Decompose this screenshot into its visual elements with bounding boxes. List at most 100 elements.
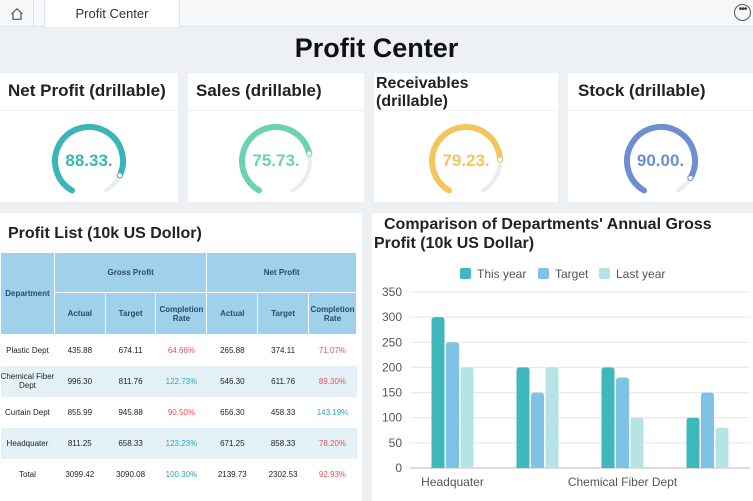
kpi-title: Stock (drillable): [578, 81, 706, 100]
cell-np-actual: 656.30: [206, 396, 258, 428]
profit-table: Department Gross Profit Net Profit Actua…: [0, 252, 358, 490]
cell-gp-rate: 90.50%: [155, 396, 207, 428]
cell-gp-rate: 122.73%: [155, 365, 207, 397]
cell-gp-actual: 435.88: [54, 334, 106, 366]
kpi-card-receivables[interactable]: Receivables (drillable) 79.23.: [374, 73, 558, 202]
y-tick-label: 50: [389, 436, 403, 450]
header-gp-actual[interactable]: Actual: [53, 292, 106, 335]
bar: [431, 317, 445, 468]
bar: [616, 377, 629, 468]
gauge-stock: 90.00.: [621, 121, 701, 201]
cell-dept: Curtain Dept: [0, 396, 55, 428]
divider: [568, 110, 753, 111]
gauge-sales: 75.73.: [236, 121, 316, 201]
legend-label: Last year: [616, 267, 665, 281]
table-row-total[interactable]: Total 3099.42 3090.08 100.30% 2139.73 23…: [0, 458, 357, 490]
y-tick-label: 350: [382, 285, 402, 299]
gauge-arc: [52, 124, 126, 194]
top-bar: Profit Center •••: [0, 0, 753, 27]
gauge-value: 88.33.: [65, 151, 113, 170]
x-tick-label: Chemical Fiber Dept: [568, 475, 678, 489]
x-tick-label: Headquater: [421, 475, 484, 489]
kpi-card-net-profit[interactable]: Net Profit (drillable) 88.33.: [0, 73, 178, 202]
header-net-profit[interactable]: Net Profit: [206, 252, 357, 293]
profit-list-title: Profit List (10k US Dollor): [8, 225, 202, 242]
divider: [188, 110, 364, 111]
bar: [545, 367, 559, 468]
header-np-actual[interactable]: Actual: [206, 292, 259, 335]
cell-gp-rate: 64.66%: [155, 334, 207, 366]
y-tick-label: 250: [382, 335, 402, 349]
divider: [0, 110, 178, 111]
cell-np-actual: 671.25: [206, 427, 258, 459]
gauge-value: 75.73.: [252, 151, 300, 170]
cell-np-actual: 546.30: [206, 365, 258, 397]
tab-profit-center[interactable]: Profit Center: [44, 0, 180, 27]
gauge-arc: [623, 124, 698, 194]
cell-dept: Chemical Fiber Dept: [0, 365, 55, 397]
gauge-marker: [686, 174, 694, 182]
cell-gp-actual: 996.30: [54, 365, 106, 397]
table-row[interactable]: Plastic Dept 435.88 674.11 64.66% 265.88…: [0, 334, 357, 366]
bar: [531, 392, 544, 468]
bar: [460, 367, 474, 468]
legend-label: Target: [555, 267, 589, 281]
table-row[interactable]: Curtain Dept 855.99 945.88 90.50% 656.30…: [0, 396, 357, 428]
cell-gp-target: 3090.08: [105, 458, 156, 490]
header-department[interactable]: Department: [0, 252, 55, 335]
header-gross-profit[interactable]: Gross Profit: [53, 252, 208, 293]
gauge-arc: [429, 124, 503, 194]
table-row[interactable]: Headquater 811.25 658.33 123.23% 671.25 …: [0, 427, 357, 459]
cell-np-rate: 78.20%: [308, 427, 357, 459]
cell-np-target: 858.33: [257, 427, 309, 459]
divider: [374, 110, 558, 111]
legend-label: This year: [477, 267, 526, 281]
home-button[interactable]: [0, 0, 34, 27]
header-gp-rate[interactable]: Completion Rate: [155, 292, 208, 335]
kpi-title: Net Profit (drillable): [8, 81, 166, 100]
legend-swatch: [538, 268, 549, 279]
cell-gp-target: 811.76: [105, 365, 156, 397]
gauge-marker: [306, 150, 313, 157]
gauge-marker: [496, 156, 504, 163]
home-icon: [10, 7, 23, 20]
cell-gp-target: 674.11: [105, 334, 156, 366]
y-tick-label: 300: [382, 310, 402, 324]
kpi-card-stock[interactable]: Stock (drillable) 90.00.: [568, 73, 753, 202]
cell-np-rate: 71.07%: [308, 334, 357, 366]
header-np-rate[interactable]: Completion Rate: [307, 292, 358, 335]
gauge-value: 90.00.: [636, 151, 685, 170]
header-gp-target[interactable]: Target: [104, 292, 157, 335]
gauge-marker: [116, 172, 123, 179]
y-tick-label: 150: [382, 386, 402, 400]
cell-np-rate: 143.19%: [308, 396, 357, 428]
cell-np-target: 458.33: [257, 396, 309, 428]
y-tick-label: 0: [395, 461, 402, 475]
cell-np-rate: 92.93%: [308, 458, 357, 490]
table-row[interactable]: Chemical Fiber Dept 996.30 811.76 122.73…: [0, 365, 357, 397]
cell-gp-actual: 3099.42: [54, 458, 106, 490]
more-options-icon: •••: [738, 4, 747, 15]
more-options-button[interactable]: •••: [734, 4, 751, 21]
cell-gp-rate: 100.30%: [155, 458, 207, 490]
legend-swatch: [599, 268, 610, 279]
cell-gp-target: 658.33: [105, 427, 156, 459]
y-tick-label: 200: [382, 360, 402, 374]
cell-gp-target: 945.88: [105, 396, 156, 428]
kpi-card-sales[interactable]: Sales (drillable) 75.73.: [188, 73, 364, 202]
cell-gp-rate: 123.23%: [155, 427, 207, 459]
cell-np-target: 2302.53: [257, 458, 309, 490]
cell-dept: Plastic Dept: [0, 334, 55, 366]
gauge-arc: [239, 124, 313, 194]
cell-gp-actual: 811.25: [54, 427, 106, 459]
bar: [446, 342, 459, 468]
cell-np-rate: 89.30%: [308, 365, 357, 397]
cell-np-target: 374.11: [257, 334, 309, 366]
bar: [686, 417, 700, 468]
gauge-net-profit: 88.33.: [49, 121, 129, 201]
bar: [701, 392, 714, 468]
header-np-target[interactable]: Target: [257, 292, 309, 335]
cell-dept: Headquater: [0, 427, 55, 459]
gauge-receivables: 79.23.: [426, 121, 506, 201]
